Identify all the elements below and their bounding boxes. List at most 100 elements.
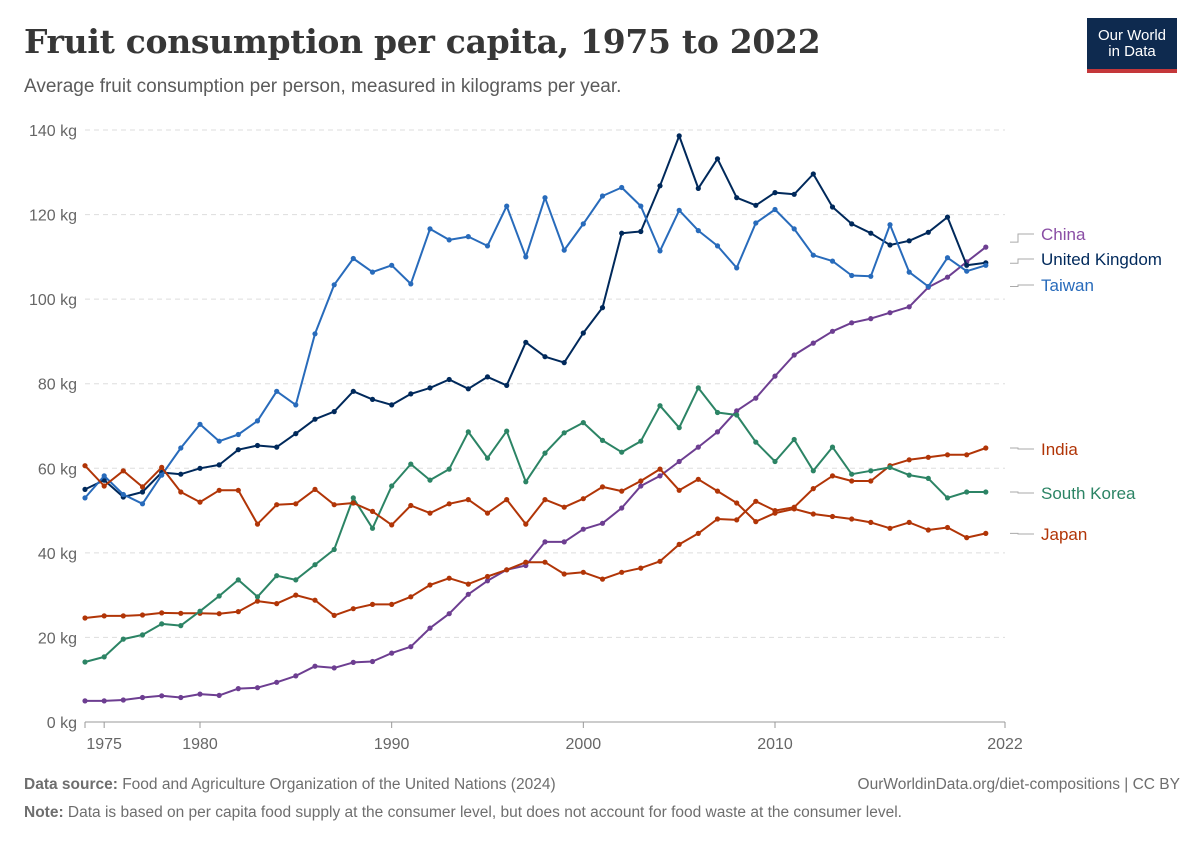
legend-label-china: China — [1041, 225, 1086, 244]
data-point-united-kingdom — [676, 133, 682, 139]
data-point-india — [810, 486, 816, 492]
data-source: Data source: Food and Agriculture Organi… — [24, 776, 556, 794]
data-point-taiwan — [657, 248, 663, 254]
data-point-united-kingdom — [484, 374, 491, 380]
data-point-united-kingdom — [561, 360, 567, 366]
data-point-taiwan — [82, 495, 88, 501]
data-point-south-korea — [925, 475, 931, 481]
data-point-china — [312, 663, 318, 669]
series-line-japan — [84, 465, 987, 539]
data-point-china — [101, 698, 107, 704]
data-point-china — [772, 373, 778, 379]
data-point-india — [312, 597, 318, 603]
data-point-india — [523, 559, 529, 565]
data-point-india — [216, 611, 222, 617]
data-point-south-korea — [293, 577, 299, 583]
x-tick-label: 1975 — [86, 736, 122, 753]
data-point-south-korea — [446, 466, 452, 472]
data-point-japan — [791, 506, 797, 512]
data-point-taiwan — [925, 283, 931, 290]
data-point-china — [657, 473, 663, 479]
data-point-india — [504, 567, 510, 573]
data-point-india — [542, 559, 548, 565]
data-point-taiwan — [254, 418, 261, 424]
data-point-india — [561, 571, 567, 577]
data-point-japan — [484, 510, 491, 516]
data-point-south-korea — [772, 458, 778, 465]
data-point-japan — [523, 521, 529, 527]
series-line-india — [84, 447, 987, 619]
data-point-china — [887, 310, 893, 316]
data-point-japan — [695, 476, 701, 482]
data-point-japan — [369, 508, 376, 514]
page-subtitle: Average fruit consumption per person, me… — [24, 76, 622, 97]
data-point-taiwan — [139, 501, 146, 507]
data-point-japan — [983, 530, 989, 537]
data-point-japan — [868, 519, 874, 526]
data-point-india — [139, 612, 146, 618]
data-point-china — [465, 591, 471, 597]
data-point-south-korea — [178, 623, 184, 629]
data-point-united-kingdom — [714, 156, 721, 162]
note: Note: Data is based on per capita food s… — [24, 804, 902, 822]
data-point-south-korea — [101, 654, 107, 660]
data-point-united-kingdom — [944, 214, 951, 220]
data-point-south-korea — [159, 621, 165, 627]
data-point-south-korea — [120, 636, 126, 642]
data-point-south-korea — [350, 495, 356, 501]
data-point-south-korea — [868, 468, 874, 474]
data-point-china — [868, 316, 874, 322]
data-point-taiwan — [101, 473, 107, 479]
data-point-taiwan — [446, 237, 452, 243]
data-point-taiwan — [197, 421, 203, 427]
data-point-united-kingdom — [389, 402, 395, 408]
data-point-taiwan — [580, 221, 586, 227]
data-point-taiwan — [120, 491, 126, 498]
data-point-india — [868, 478, 874, 484]
data-point-china — [350, 659, 356, 666]
data-point-united-kingdom — [331, 409, 337, 415]
data-point-japan — [829, 513, 836, 520]
legend-connector-south-korea — [1010, 491, 1034, 494]
data-point-china — [274, 679, 280, 685]
data-point-taiwan — [235, 431, 241, 438]
data-point-china — [734, 408, 740, 414]
data-point-south-korea — [906, 472, 912, 478]
data-point-taiwan — [695, 228, 701, 234]
data-point-india — [389, 601, 395, 608]
data-point-taiwan — [427, 226, 433, 232]
data-point-japan — [120, 468, 126, 474]
data-point-taiwan — [293, 402, 299, 408]
data-point-japan — [906, 519, 912, 526]
data-point-united-kingdom — [542, 354, 548, 360]
data-point-united-kingdom — [139, 489, 146, 495]
owid-logo[interactable]: Our World in Data — [1087, 18, 1177, 73]
data-point-japan — [331, 502, 337, 508]
data-point-japan — [504, 497, 510, 503]
data-point-taiwan — [178, 445, 184, 451]
credit-link[interactable]: OurWorldinData.org/diet-compositions | C… — [857, 776, 1180, 793]
data-point-united-kingdom — [906, 238, 912, 244]
data-point-india — [964, 452, 970, 458]
data-point-south-korea — [983, 489, 989, 495]
y-tick-label: 40 kg — [38, 546, 77, 563]
data-point-japan — [293, 501, 299, 507]
data-point-india — [101, 613, 107, 619]
legend-label-taiwan: Taiwan — [1041, 276, 1094, 295]
data-point-india — [369, 601, 376, 608]
data-point-south-korea — [504, 428, 510, 434]
data-point-taiwan — [350, 255, 356, 262]
data-point-united-kingdom — [274, 444, 280, 450]
data-point-india — [235, 609, 241, 615]
data-point-japan — [580, 496, 586, 502]
data-point-south-korea — [695, 385, 701, 391]
legend-connector-china — [1010, 233, 1034, 243]
data-point-taiwan — [312, 331, 318, 337]
legend-label-south-korea: South Korea — [1041, 484, 1136, 503]
data-point-india — [484, 573, 491, 580]
data-point-japan — [810, 511, 816, 517]
data-point-china — [389, 650, 395, 656]
data-point-china — [82, 698, 88, 704]
logo-line-1: Our World — [1097, 27, 1167, 44]
